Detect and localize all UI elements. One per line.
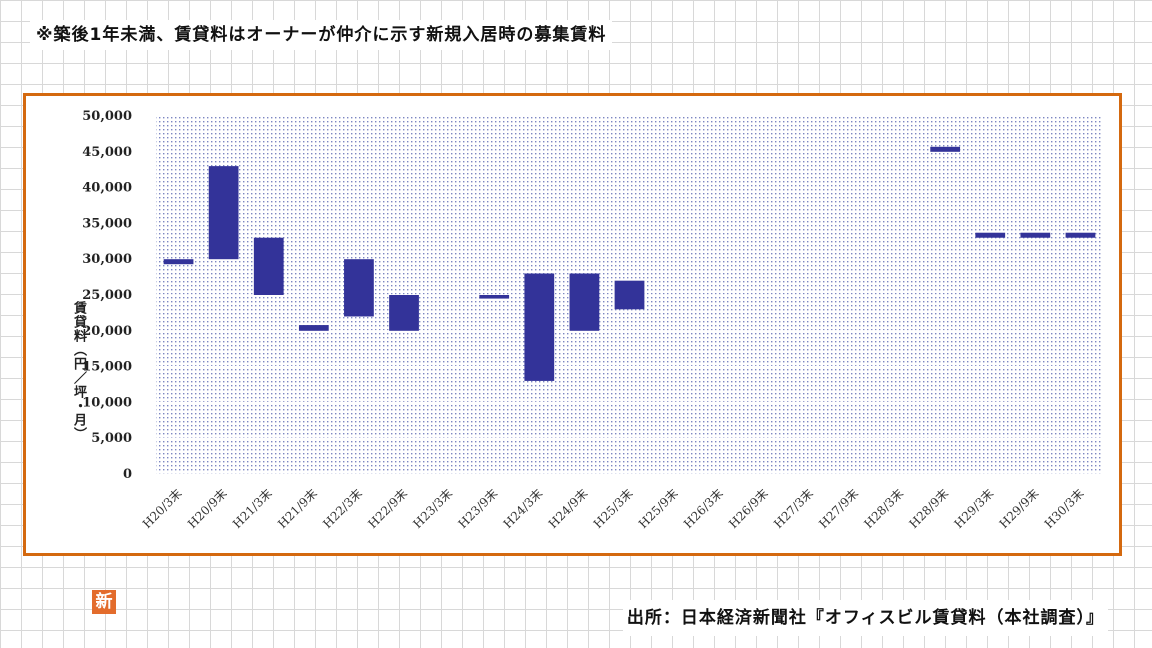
range-bar <box>1020 232 1051 238</box>
x-tick-label: H22/9末 <box>365 486 410 531</box>
range-bar <box>569 273 600 331</box>
y-tick-label: 15,000 <box>82 360 132 375</box>
y-tick-label: 5,000 <box>91 431 132 446</box>
bar-series <box>163 146 1096 381</box>
x-tick-label: H30/3末 <box>1042 486 1087 531</box>
y-tick-label: 45,000 <box>82 145 132 160</box>
x-tick-label: H27/3末 <box>771 486 816 531</box>
x-tick-label: H23/9末 <box>455 486 500 531</box>
y-tick-label: 50,000 <box>82 109 132 124</box>
range-bar <box>479 295 510 299</box>
y-axis-label: 賃貸料（円／坪・月） <box>71 301 86 441</box>
x-tick-label: H29/3末 <box>952 486 997 531</box>
range-bar <box>524 273 555 381</box>
x-tick-label: H20/3末 <box>140 486 185 531</box>
x-tick-label: H29/9末 <box>997 486 1042 531</box>
chart-frame: 0 5,000 10,000 15,000 20,000 25,000 30,000 35,0… <box>23 93 1122 614</box>
y-tick-label: 0 <box>123 467 132 482</box>
x-tick-label: H24/3末 <box>501 486 546 531</box>
x-tick-label: H25/3末 <box>591 486 636 531</box>
gridlines <box>156 115 1103 475</box>
range-bar <box>930 146 961 152</box>
x-axis: H20/3末 H20/9末 H21/3末 H21/9末 H22/3末 H22/9末 H23/… <box>140 486 1087 531</box>
x-tick-label: H26/9末 <box>726 486 771 531</box>
y-tick-label: 10,000 <box>82 395 132 410</box>
y-axis: 0 5,000 10,000 15,000 20,000 25,000 30,000 35,0… <box>82 109 132 482</box>
source-citation: 出所：日本経済新聞社『オフィスビル賃貸料（本社調査）』 <box>622 600 1108 636</box>
x-tick-label: H22/3末 <box>320 486 365 531</box>
y-tick-label: 20,000 <box>82 324 132 339</box>
x-tick-label: H24/9末 <box>546 486 591 531</box>
x-tick-label: H25/9末 <box>636 486 681 531</box>
x-tick-label: H23/3末 <box>410 486 455 531</box>
chart: 0 5,000 10,000 15,000 20,000 25,000 30,000 35,0… <box>82 109 1103 531</box>
x-tick-label: H28/9末 <box>906 486 951 531</box>
logo: 新 <box>92 590 116 614</box>
y-tick-label: 30,000 <box>82 252 132 267</box>
range-bar <box>253 237 284 295</box>
y-tick-label: 35,000 <box>82 216 132 231</box>
footnote: ※築後1年未満、賃貸料はオーナーが仲介に示す新規入居時の募集賃料 <box>30 20 613 50</box>
range-bar <box>975 232 1006 238</box>
x-tick-label: H27/9末 <box>816 486 861 531</box>
range-bar <box>389 295 419 331</box>
x-tick-label: H28/3末 <box>861 486 906 531</box>
x-tick-label: H21/3末 <box>230 486 275 531</box>
x-tick-label: H21/9末 <box>275 486 320 531</box>
x-tick-label: H20/9末 <box>185 486 230 531</box>
range-bar <box>614 280 645 310</box>
range-bar <box>1065 232 1096 238</box>
range-bar <box>298 325 329 331</box>
range-bar <box>208 166 239 260</box>
range-bar <box>344 259 374 317</box>
y-tick-label: 25,000 <box>82 288 132 303</box>
range-bar <box>163 259 194 265</box>
y-tick-label: 40,000 <box>82 181 132 196</box>
x-tick-label: H26/3末 <box>681 486 726 531</box>
